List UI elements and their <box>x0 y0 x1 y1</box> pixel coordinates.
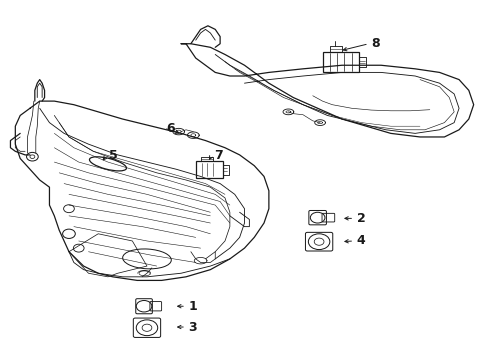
Text: 4: 4 <box>356 234 365 247</box>
Text: 5: 5 <box>109 149 118 162</box>
Text: 2: 2 <box>356 212 365 225</box>
Text: 8: 8 <box>370 37 379 50</box>
Text: 6: 6 <box>166 122 175 135</box>
Text: 1: 1 <box>188 300 197 313</box>
Text: 3: 3 <box>188 320 197 333</box>
Text: 7: 7 <box>213 149 222 162</box>
